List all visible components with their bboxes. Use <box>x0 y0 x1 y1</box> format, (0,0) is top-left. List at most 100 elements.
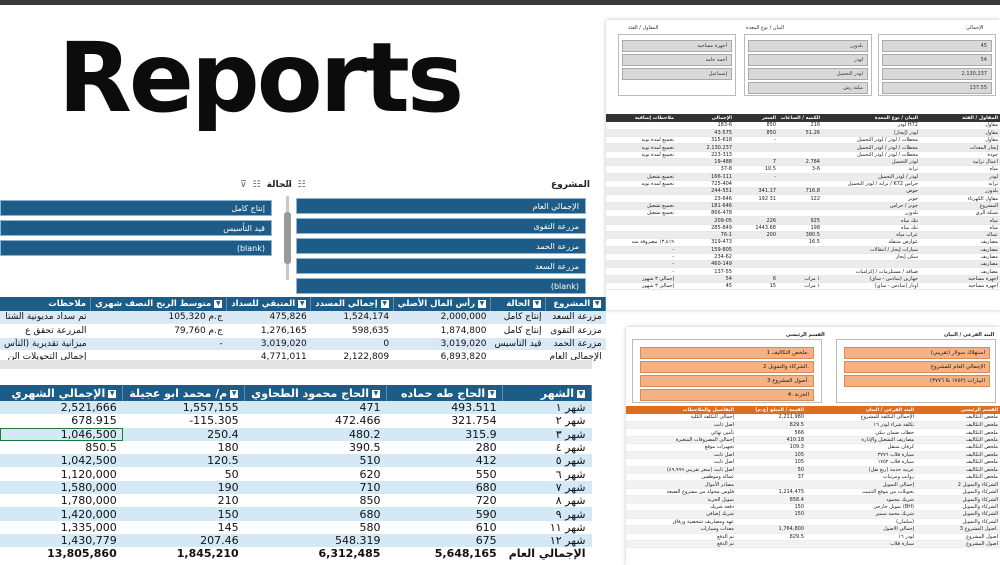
table-cell[interactable]: جودة <box>920 151 1000 160</box>
table-cell[interactable]: تمويل الخزنة <box>626 495 736 504</box>
table-cell[interactable]: 137-55 <box>676 267 734 276</box>
contractor-slicer-item[interactable]: أحمد حامد <box>622 54 732 66</box>
table-cell[interactable]: تم الدفع <box>626 533 736 541</box>
column-header-contractor[interactable]: المقاول / الفئة <box>920 114 1000 122</box>
table-cell[interactable]: 720 <box>386 494 503 508</box>
table-row[interactable]: فلوس محولة من مشروع الضبعة 1,214,475 تحويل… <box>626 488 1000 497</box>
table-cell[interactable]: الشركاء والتمويل <box>916 518 1000 527</box>
table-cell[interactable]: 2,521,666 <box>0 401 123 415</box>
table-row[interactable]: 183-6 850 216 لودر H72 مقاول <box>606 122 1000 130</box>
table-cell[interactable]: 1443.68 <box>734 224 778 232</box>
table-cell[interactable]: سكن إيجار <box>822 253 920 262</box>
table-cell[interactable] <box>734 246 778 254</box>
column-header-abu-ajila[interactable]: م/ محمد ابو عجيلة ▼ <box>122 385 246 401</box>
table-cell[interactable]: 54 <box>676 275 734 284</box>
table-cell[interactable]: 1,120,000 <box>0 467 123 481</box>
table-cell[interactable]: 180 <box>122 440 245 455</box>
table-cell[interactable]: 2.784 <box>778 158 822 167</box>
table-cell[interactable] <box>606 194 676 203</box>
filter-icon[interactable]: ⊽ <box>240 180 247 190</box>
table-cell[interactable]: 390.5 <box>244 440 387 455</box>
table-cell[interactable]: 321.754 <box>386 414 503 428</box>
table-cell[interactable]: شهر ٧ <box>502 480 592 495</box>
table-cell[interactable]: سيارة قلاب ٣٧٧٦ <box>806 451 916 460</box>
table-row[interactable]: أصل ثابت 829.5 تكلفة شراء لودر ١٦ ملخص التك… <box>626 421 1000 430</box>
table-row[interactable]: تجميع لمدة نوبة 2,130,237 محطات / لودر / ل… <box>606 143 1000 152</box>
table-cell[interactable]: سيارة قلاب ١٧٥٢ <box>806 458 916 467</box>
table-cell[interactable]: مقاول <box>920 122 1000 130</box>
table-cell[interactable]: 850 <box>244 494 387 508</box>
table-cell[interactable]: شريك إضافي <box>626 510 736 519</box>
table-cell[interactable]: شهر ٩ <box>502 507 592 521</box>
table-cell[interactable]: - <box>734 173 778 181</box>
column-header-monthly-total[interactable]: الإجمالي الشهري ▼ <box>0 385 124 401</box>
table-cell[interactable]: إجمالي المصروفات المتغيرة <box>626 436 736 445</box>
table-cell[interactable]: ملخص التكاليف <box>916 436 1000 445</box>
table-cell[interactable]: شهر ١ <box>502 401 592 415</box>
table-cell[interactable]: ملخص التكاليف <box>916 466 1000 475</box>
table-cell[interactable]: مقاول <box>920 136 1000 145</box>
column-header-price[interactable]: السعر <box>734 114 778 122</box>
table-cell[interactable]: 858.4 <box>736 495 806 504</box>
table-cell[interactable]: 580 <box>244 520 387 534</box>
multi-select-icon[interactable]: ☷ <box>252 180 261 190</box>
equipment-slicer-item[interactable]: مكنة رش <box>748 82 868 94</box>
table-row[interactable]: عمالة وموظفين 37 رواتب ومرتبات ملخص التكالي… <box>626 473 1000 482</box>
table-cell[interactable]: 510 <box>244 454 387 468</box>
table-cell[interactable]: 1,430,779 <box>0 533 123 548</box>
table-cell[interactable] <box>778 253 822 262</box>
table-cell[interactable] <box>778 202 822 211</box>
table-cell[interactable]: 1,214,475 <box>736 488 806 497</box>
table-cell[interactable]: جونز <box>822 194 920 203</box>
table-row[interactable]: تجميع لمدة نوبة 223-313 محطات / لودر / لود… <box>606 151 1000 160</box>
table-cell[interactable]: ملخص التكاليف <box>916 443 1000 452</box>
table-cell[interactable]: 166-111 <box>676 173 734 181</box>
table-cell[interactable] <box>822 260 920 269</box>
table-cell[interactable]: أصل ثابت <box>626 458 736 467</box>
table-cell[interactable] <box>734 180 778 189</box>
table-cell[interactable]: 210 <box>122 494 245 508</box>
table-cell[interactable]: 15 <box>734 282 778 291</box>
table-cell[interactable]: - <box>606 260 676 269</box>
table-cell[interactable]: لودر <box>920 173 1000 181</box>
table-cell[interactable] <box>778 246 822 254</box>
table-row[interactable]: أصل ثابت 105 سيارة قلاب ٣٧٧٦ ملخص التكاليف <box>626 451 1000 460</box>
column-header-equipment[interactable]: البيان / نوع المعدة <box>822 114 920 122</box>
table-cell[interactable]: 829.5 <box>736 421 806 430</box>
table-cell[interactable]: 493.511 <box>386 401 503 415</box>
table-cell[interactable]: 105 <box>736 451 806 460</box>
table-cell[interactable]: مياه <box>920 165 1000 174</box>
table-cell[interactable]: إجمالي ٣ شهور <box>606 282 676 291</box>
column-header-quantity[interactable]: الكمية / الساعات <box>778 114 822 122</box>
table-row[interactable]: تجهيزات موقع 109.3 كرفان متنقل ملخص التكالي… <box>626 443 1000 452</box>
table-cell[interactable]: شهر ٣ <box>502 427 592 441</box>
project-slicer-scroll-thumb[interactable] <box>284 212 291 264</box>
total-slicer-item[interactable]: 54 <box>882 54 992 66</box>
table-cell[interactable]: لودر H72 <box>822 122 920 130</box>
table-row[interactable]: ١٣,٤١٩ مصروفة منه 319-473 16.5 عوارض متنقلة… <box>606 238 1000 247</box>
table-cell[interactable]: إجمالي التكلفة الكلية <box>626 414 736 422</box>
column-header-sub-item[interactable]: البند الفرعي / البيان <box>806 406 916 414</box>
status-slicer-item[interactable]: إنتاج كامل <box>0 200 272 216</box>
table-row[interactable]: 19-488 7 2.784 لودر التحميل أعمال ترابية <box>606 158 1000 167</box>
sub-item-slicer-item[interactable]: استهلاك سولار (تقريبي) <box>844 347 990 359</box>
table-row[interactable]: 1,580,000 190 710 680 شهر ٧ <box>0 480 592 495</box>
table-row[interactable]: أصل ثابت (سعر تقريبي ٤٩,٩٩٩) 50 عربية خدمة… <box>626 466 1000 475</box>
table-cell[interactable]: 6,312,485 <box>244 547 387 561</box>
table-cell[interactable]: أصول المشروع <box>916 540 1000 549</box>
table-cell[interactable]: كرفان متنقل <box>806 443 916 452</box>
table-cell[interactable]: 2,130,237 <box>676 143 734 152</box>
table-cell[interactable]: ترابة <box>920 180 1000 189</box>
column-header-project[interactable]: المشروع ▼ <box>545 297 607 311</box>
table-cell[interactable]: 675 <box>386 533 503 548</box>
contractor-slicer-item[interactable]: أجهزة مساحية <box>622 40 732 52</box>
table-cell[interactable]: تجميع لمدة نوبة <box>606 136 676 145</box>
table-cell[interactable]: شهر ٦ <box>502 467 592 481</box>
table-cell[interactable]: 319-473 <box>676 238 734 247</box>
table-cell[interactable]: تكلفة شراء لودر ١٦ <box>806 421 916 430</box>
table-cell[interactable]: لودر (إيجار) <box>822 129 920 138</box>
table-cell[interactable]: 341.17 <box>734 187 778 196</box>
table-row[interactable]: تجميع تشغيل 181-646 جونز / حراس المشروع <box>606 202 1000 211</box>
table-cell[interactable]: ملخص التكاليف <box>916 451 1000 460</box>
table-row[interactable]: عهد ومصاريف شخصية ورفاق (سلمان) الشركاء وا… <box>626 518 1000 527</box>
